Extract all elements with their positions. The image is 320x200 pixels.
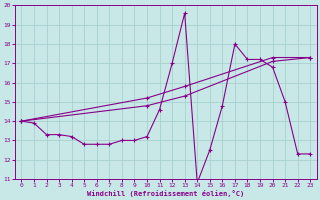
X-axis label: Windchill (Refroidissement éolien,°C): Windchill (Refroidissement éolien,°C)	[87, 190, 244, 197]
